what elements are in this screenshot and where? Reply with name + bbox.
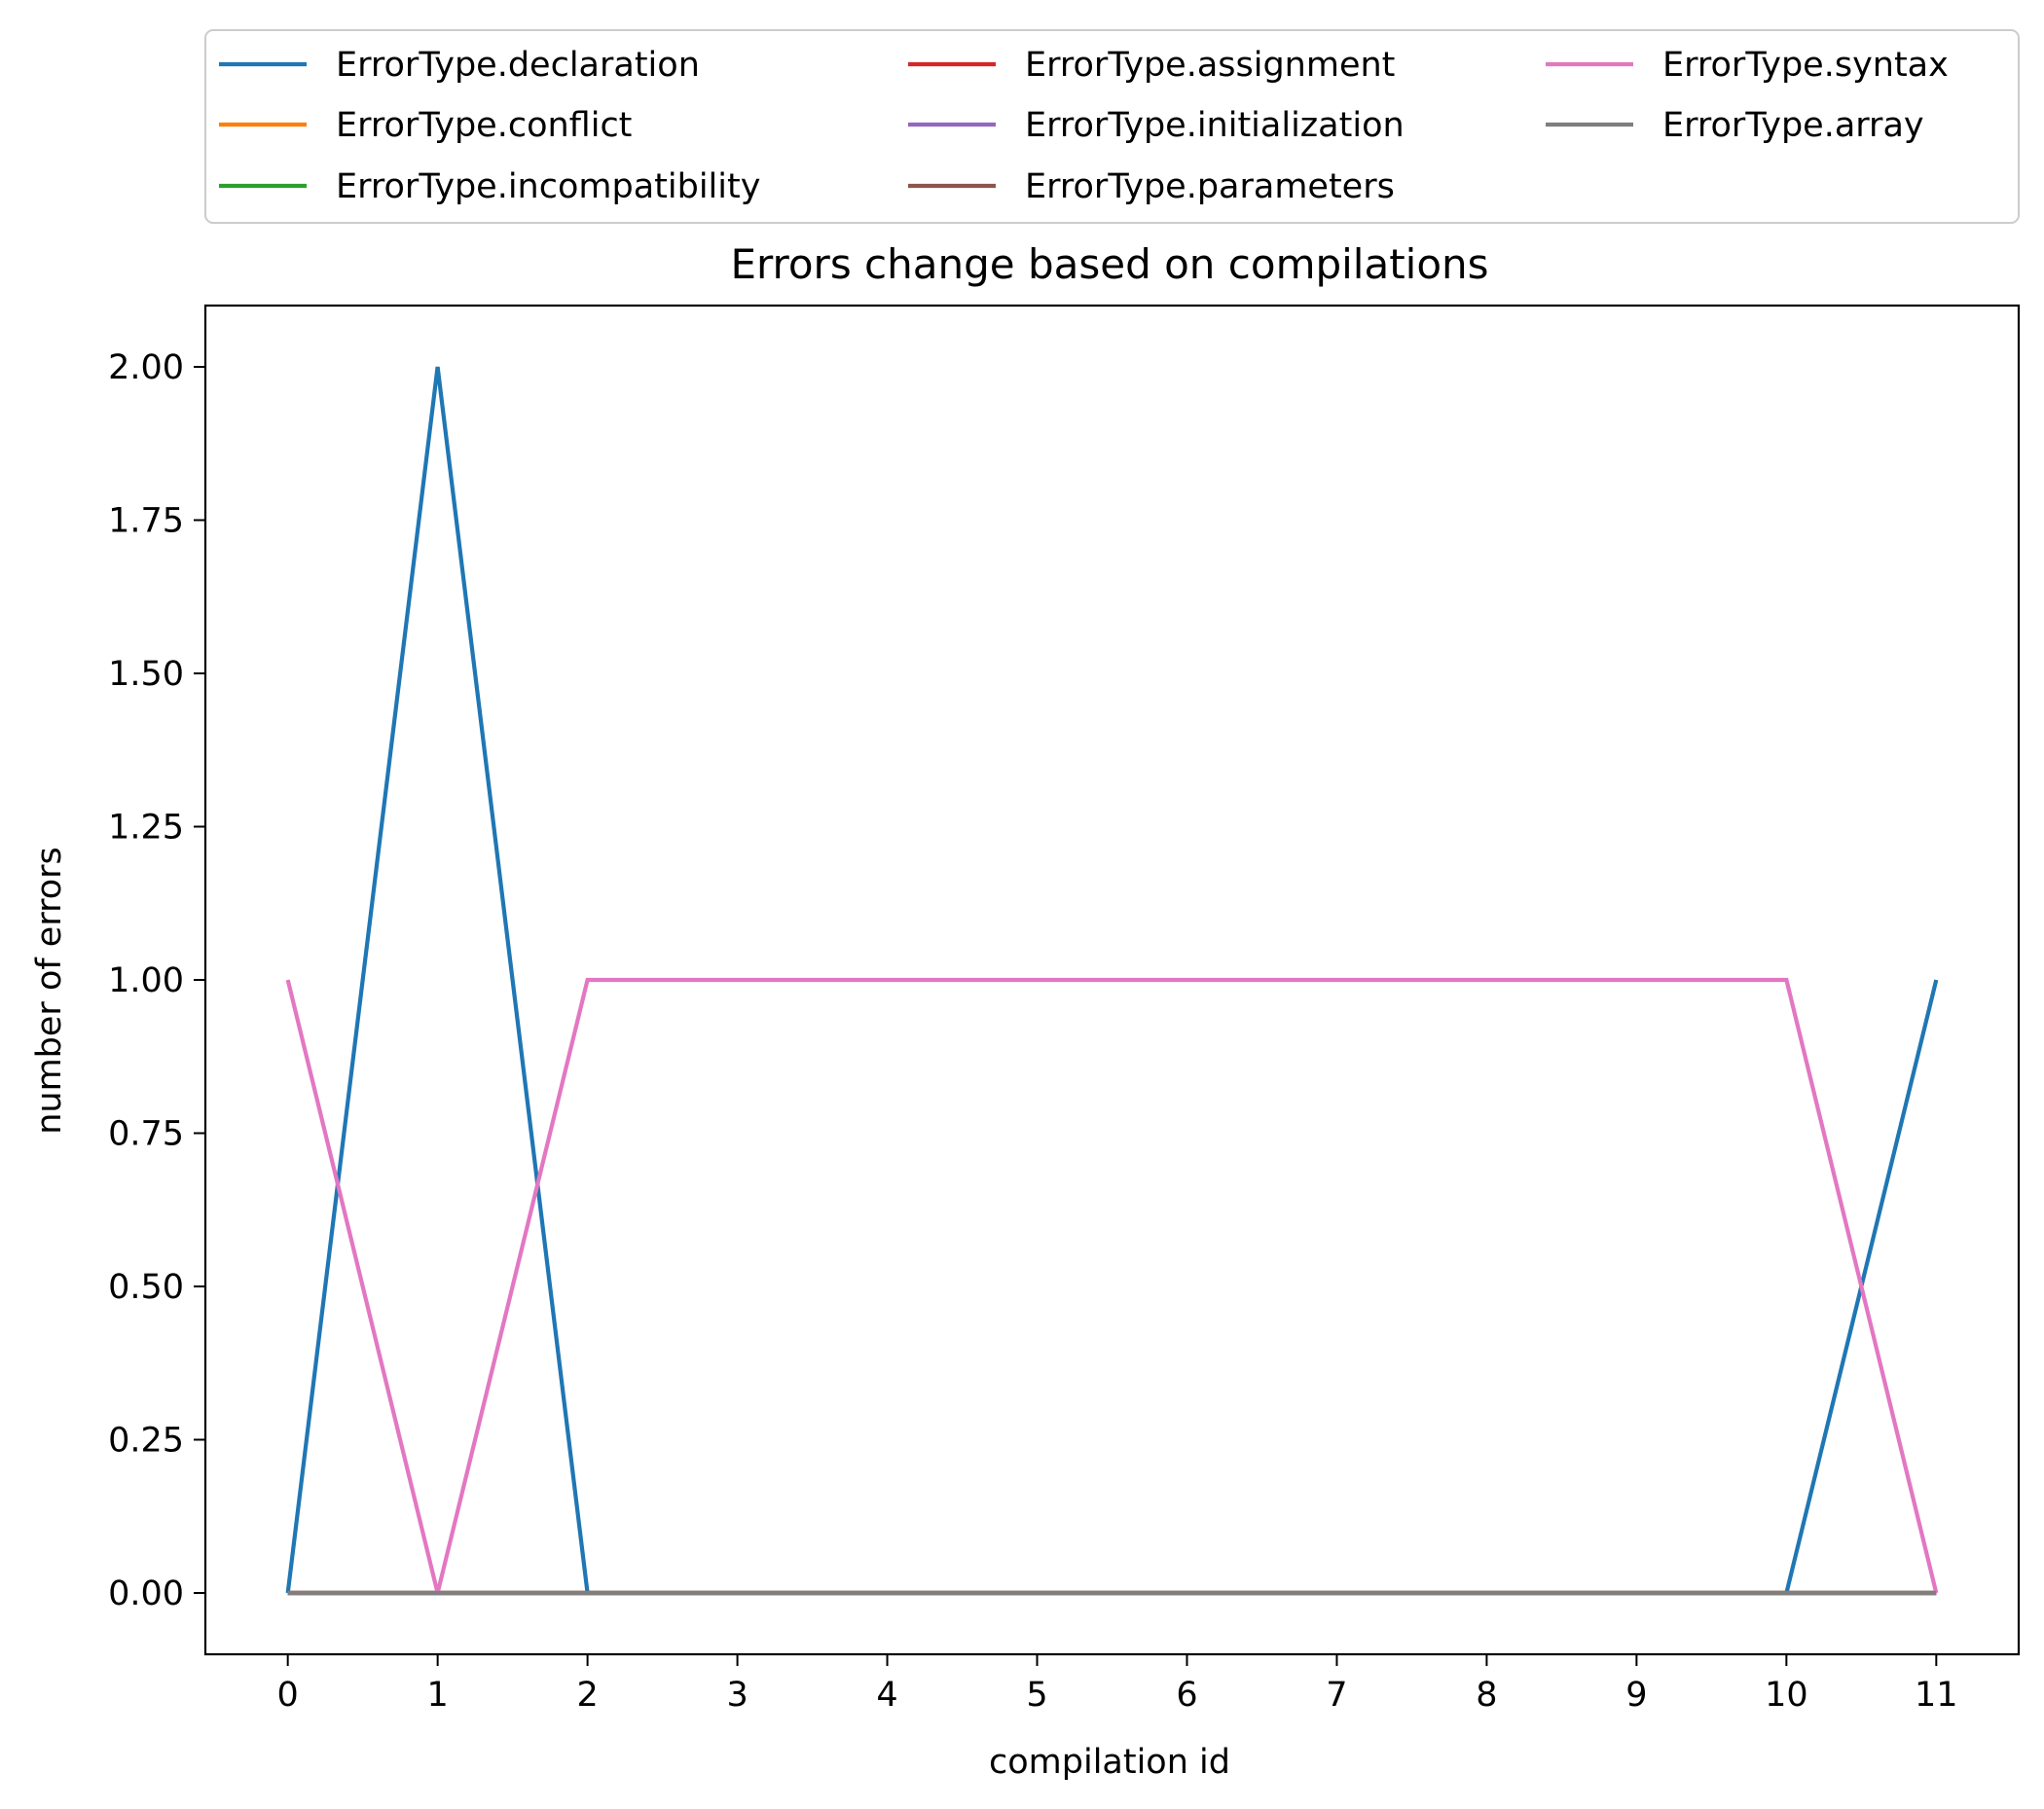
legend-label-7: ErrorType.array (1662, 106, 1924, 145)
y-tick-label: 1.50 (108, 655, 184, 694)
y-tick-label: 2.00 (108, 348, 184, 387)
x-tick-label: 0 (277, 1676, 299, 1715)
x-axis-label: compilation id (989, 1743, 1230, 1782)
legend: ErrorType.declaration ErrorType.conflict E… (204, 29, 2020, 224)
legend-label-0: ErrorType.declaration (336, 46, 700, 85)
legend-label-1: ErrorType.conflict (336, 106, 632, 145)
plot-area: 0 1 2 3 4 5 6 7 8 9 10 11 0.00 0.25 0.50 0.75 1.00 1.25 1.… (108, 304, 2021, 1715)
chart-title: Errors change based on compilations (730, 240, 1488, 288)
y-tick-label: 0.75 (108, 1115, 184, 1154)
y-tick-label: 1.25 (108, 809, 184, 848)
y-tick-label: 0.25 (108, 1422, 184, 1461)
x-tick-label: 6 (1176, 1676, 1197, 1715)
y-tick-label: 1.00 (108, 961, 184, 1000)
y-axis-label: number of errors (30, 847, 69, 1135)
legend-label-2: ErrorType.incompatibility (336, 167, 760, 206)
legend-label-6: ErrorType.syntax (1662, 46, 1949, 85)
x-tick-label: 8 (1476, 1676, 1497, 1715)
legend-label-3: ErrorType.assignment (1025, 46, 1395, 85)
y-tick-label: 1.75 (108, 502, 184, 541)
x-tick-label: 1 (427, 1676, 449, 1715)
x-tick-label: 10 (1765, 1676, 1808, 1715)
y-tick-label: 0.00 (108, 1574, 184, 1613)
y-tick-label: 0.50 (108, 1268, 184, 1307)
legend-label-4: ErrorType.initialization (1025, 106, 1405, 145)
x-tick-label: 3 (726, 1676, 748, 1715)
x-tick-label: 9 (1625, 1676, 1647, 1715)
x-tick-label: 2 (576, 1676, 598, 1715)
series-line-6 (285, 977, 1939, 1594)
legend-box (204, 29, 2020, 224)
x-tick-label: 5 (1026, 1676, 1047, 1715)
x-tick-label: 4 (876, 1676, 897, 1715)
x-tick-label: 11 (1915, 1676, 1958, 1715)
legend-label-5: ErrorType.parameters (1025, 167, 1395, 206)
x-tick-label: 7 (1326, 1676, 1347, 1715)
